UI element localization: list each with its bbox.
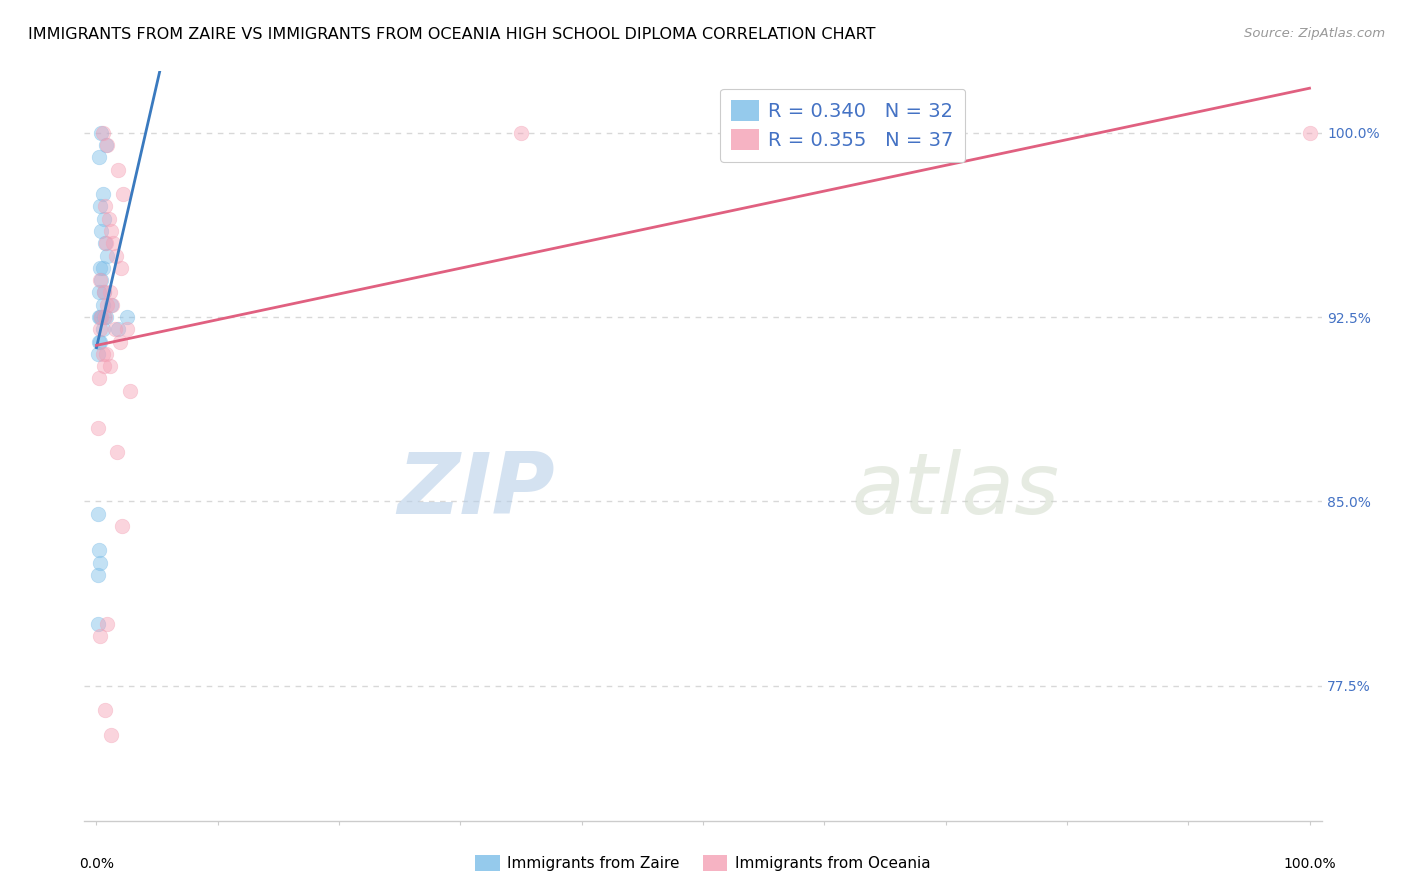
Point [111,519,134,533]
Point [94,236,117,251]
Text: Source: ZipAtlas.com: Source: ZipAtlas.com [1244,27,1385,40]
Point [93,310,115,324]
Point [90,310,112,324]
Point [91,260,114,275]
Point [103,236,125,251]
Point [87,371,110,385]
Point [89,322,111,336]
Point [108,334,131,349]
Point [115,310,138,324]
Point [91,126,114,140]
Point [100,728,122,742]
Point [100,224,122,238]
Point [104,249,127,263]
Point [93,211,115,226]
Point [104,322,127,336]
Point [96,298,118,312]
Point [91,187,114,202]
Legend: Immigrants from Zaire, Immigrants from Oceania: Immigrants from Zaire, Immigrants from O… [470,849,936,877]
Point [86,347,108,361]
Point [87,285,110,300]
Point [120,384,142,398]
Point [87,543,110,558]
Point [87,334,110,349]
Point [86,568,108,582]
Point [87,150,110,164]
Point [94,703,117,717]
Point [98,359,121,373]
Point [101,298,124,312]
Point [96,138,118,153]
Point [107,162,129,177]
Text: ZIP: ZIP [396,450,554,533]
Point [97,211,120,226]
Point [91,322,114,336]
Text: IMMIGRANTS FROM ZAIRE VS IMMIGRANTS FROM OCEANIA HIGH SCHOOL DIPLOMA CORRELATION: IMMIGRANTS FROM ZAIRE VS IMMIGRANTS FROM… [28,27,876,42]
Point [115,322,138,336]
Legend: R = 0.340   N = 32, R = 0.355   N = 37: R = 0.340 N = 32, R = 0.355 N = 37 [720,88,966,162]
Text: 100.0%: 100.0% [1284,857,1336,871]
Point [93,285,115,300]
Point [89,199,111,213]
Point [90,224,112,238]
Point [91,298,114,312]
Point [89,556,111,570]
Point [96,310,118,324]
Point [96,347,118,361]
Point [89,273,111,287]
Text: atlas: atlas [852,450,1060,533]
Point [89,260,111,275]
Point [96,138,118,153]
Point [98,285,121,300]
Point [93,285,115,300]
Point [90,126,112,140]
Point [107,322,129,336]
Point [96,617,118,632]
Point [96,236,118,251]
Point [510,126,533,140]
Point [93,359,115,373]
Point [87,310,110,324]
Point [110,260,132,275]
Point [105,445,128,459]
Point [94,199,117,213]
Point [1298,126,1320,140]
Point [100,298,122,312]
Point [87,617,110,632]
Point [86,420,108,434]
Point [86,507,108,521]
Point [89,310,111,324]
Point [90,273,112,287]
Point [112,187,135,202]
Point [90,310,112,324]
Text: 0.0%: 0.0% [79,857,114,871]
Point [91,347,114,361]
Point [94,310,117,324]
Point [89,629,111,643]
Point [96,249,118,263]
Point [89,334,111,349]
